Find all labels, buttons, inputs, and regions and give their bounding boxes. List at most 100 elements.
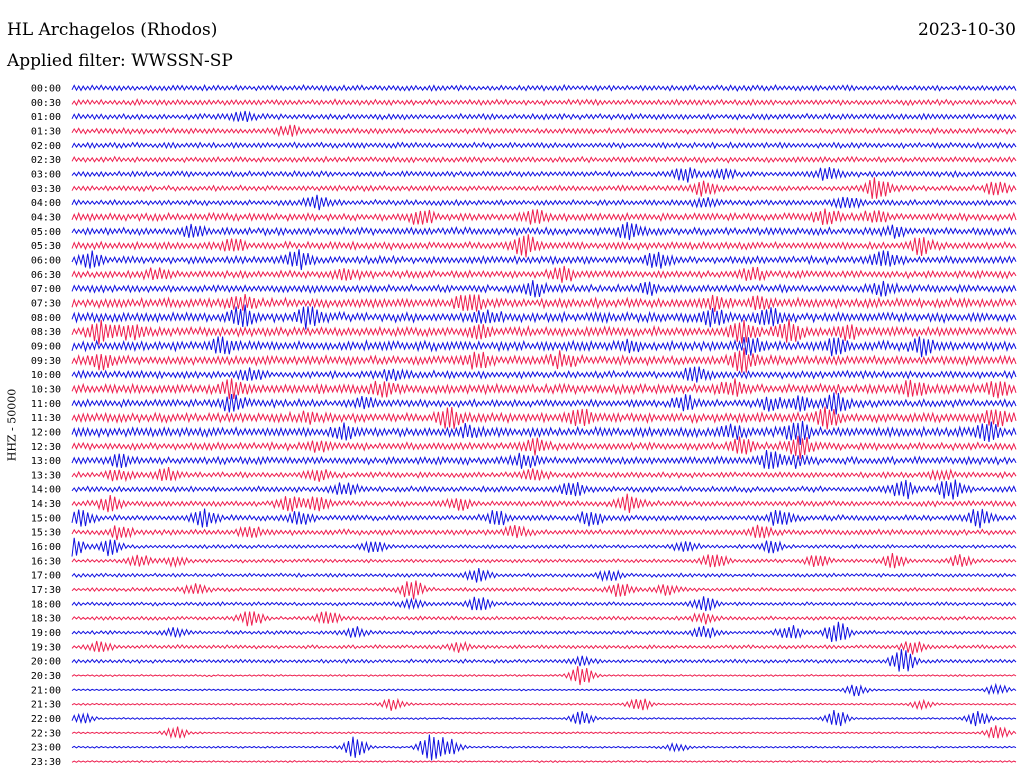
row-time-label: 02:00 (31, 141, 61, 152)
row-time-label: 12:00 (31, 427, 61, 438)
trace-line (71, 493, 1017, 513)
trace-line (71, 265, 1017, 283)
trace-line (71, 640, 1017, 655)
row-time-label: 02:30 (31, 155, 61, 166)
trace-line (71, 725, 1017, 740)
row-time-label: 13:30 (31, 470, 61, 481)
row-time-label: 16:00 (31, 542, 61, 553)
row-time-label: 00:30 (31, 98, 61, 109)
trace-line (71, 347, 1017, 373)
row-time-label: 01:30 (31, 126, 61, 137)
row-time-label: 07:30 (31, 298, 61, 309)
trace-line (71, 759, 1017, 764)
row-time-label: 19:30 (31, 642, 61, 653)
trace-line (71, 392, 1017, 415)
row-time-label: 13:00 (31, 456, 61, 467)
trace-line (71, 666, 1017, 686)
filter-label: Applied filter: WWSSN-SP (7, 51, 233, 71)
trace-line (71, 508, 1017, 529)
trace-line (71, 221, 1017, 241)
trace-line (71, 580, 1017, 600)
row-time-label: 04:00 (31, 198, 61, 209)
row-time-label: 08:00 (31, 313, 61, 324)
trace-line (71, 280, 1017, 298)
trace-line (71, 524, 1017, 541)
row-time-label: 07:00 (31, 284, 61, 295)
trace-line (71, 194, 1017, 211)
trace-line (71, 710, 1017, 727)
row-time-label: 20:00 (31, 657, 61, 668)
row-time-label: 23:30 (31, 757, 61, 768)
row-time-label: 16:30 (31, 556, 61, 567)
row-time-label: 20:30 (31, 671, 61, 682)
row-time-label: 01:00 (31, 112, 61, 123)
trace-line (71, 435, 1017, 460)
trace-line (71, 596, 1017, 612)
row-time-label: 06:00 (31, 255, 61, 266)
trace-line (71, 537, 1017, 557)
row-time-label: 08:30 (31, 327, 61, 338)
row-time-label: 14:30 (31, 499, 61, 510)
trace-line (71, 177, 1017, 199)
row-time-label: 10:30 (31, 384, 61, 395)
trace-line (71, 553, 1017, 569)
row-time-label: 23:00 (31, 743, 61, 754)
trace-line (71, 734, 1017, 761)
row-time-label: 15:00 (31, 513, 61, 524)
trace-line (71, 420, 1017, 445)
trace-line (71, 98, 1017, 107)
row-time-label: 10:00 (31, 370, 61, 381)
trace-line (71, 83, 1017, 93)
row-time-label: 03:30 (31, 184, 61, 195)
row-time-label: 18:00 (31, 599, 61, 610)
row-time-label: 15:30 (31, 528, 61, 539)
row-time-label: 12:30 (31, 442, 61, 453)
trace-line (71, 366, 1017, 383)
row-time-label: 05:00 (31, 227, 61, 238)
station-name: HL Archagelos (Rhodos) (7, 20, 218, 40)
trace-line (71, 124, 1017, 138)
row-time-label: 21:30 (31, 700, 61, 711)
row-time-label: 00:00 (31, 84, 61, 95)
trace-line (71, 208, 1017, 225)
trace-line (71, 294, 1017, 312)
trace-line (71, 155, 1017, 164)
row-time-label: 22:30 (31, 728, 61, 739)
trace-line (71, 479, 1017, 500)
trace-line (71, 141, 1017, 150)
trace-line (71, 449, 1017, 470)
trace-line (71, 697, 1017, 711)
trace-line (71, 249, 1017, 271)
trace-line (71, 336, 1017, 358)
row-time-label: 18:30 (31, 614, 61, 625)
row-time-label: 05:30 (31, 241, 61, 252)
row-time-label: 03:00 (31, 169, 61, 180)
row-time-label: 22:00 (31, 714, 61, 725)
row-time-label: 21:00 (31, 685, 61, 696)
row-time-label: 19:00 (31, 628, 61, 639)
row-time-label: 17:00 (31, 571, 61, 582)
trace-line (71, 378, 1017, 400)
trace-line (71, 611, 1017, 627)
trace-line (71, 167, 1017, 183)
trace-line (71, 467, 1017, 483)
row-time-label: 04:30 (31, 212, 61, 223)
trace-line (71, 234, 1017, 258)
trace-line (71, 304, 1017, 330)
record-date: 2023-10-30 (917, 20, 1016, 40)
trace-line (71, 621, 1017, 642)
row-time-label: 11:30 (31, 413, 61, 424)
trace-line (71, 318, 1017, 345)
trace-line (71, 568, 1017, 583)
trace-line (71, 406, 1017, 430)
row-time-label: 09:00 (31, 341, 61, 352)
row-time-label: 11:00 (31, 399, 61, 410)
trace-line (71, 110, 1017, 123)
row-time-label: 09:30 (31, 356, 61, 367)
row-time-label: 17:30 (31, 585, 61, 596)
trace-line (71, 649, 1017, 672)
row-time-label: 06:30 (31, 270, 61, 281)
trace-line (71, 682, 1017, 697)
row-time-label: 14:00 (31, 485, 61, 496)
